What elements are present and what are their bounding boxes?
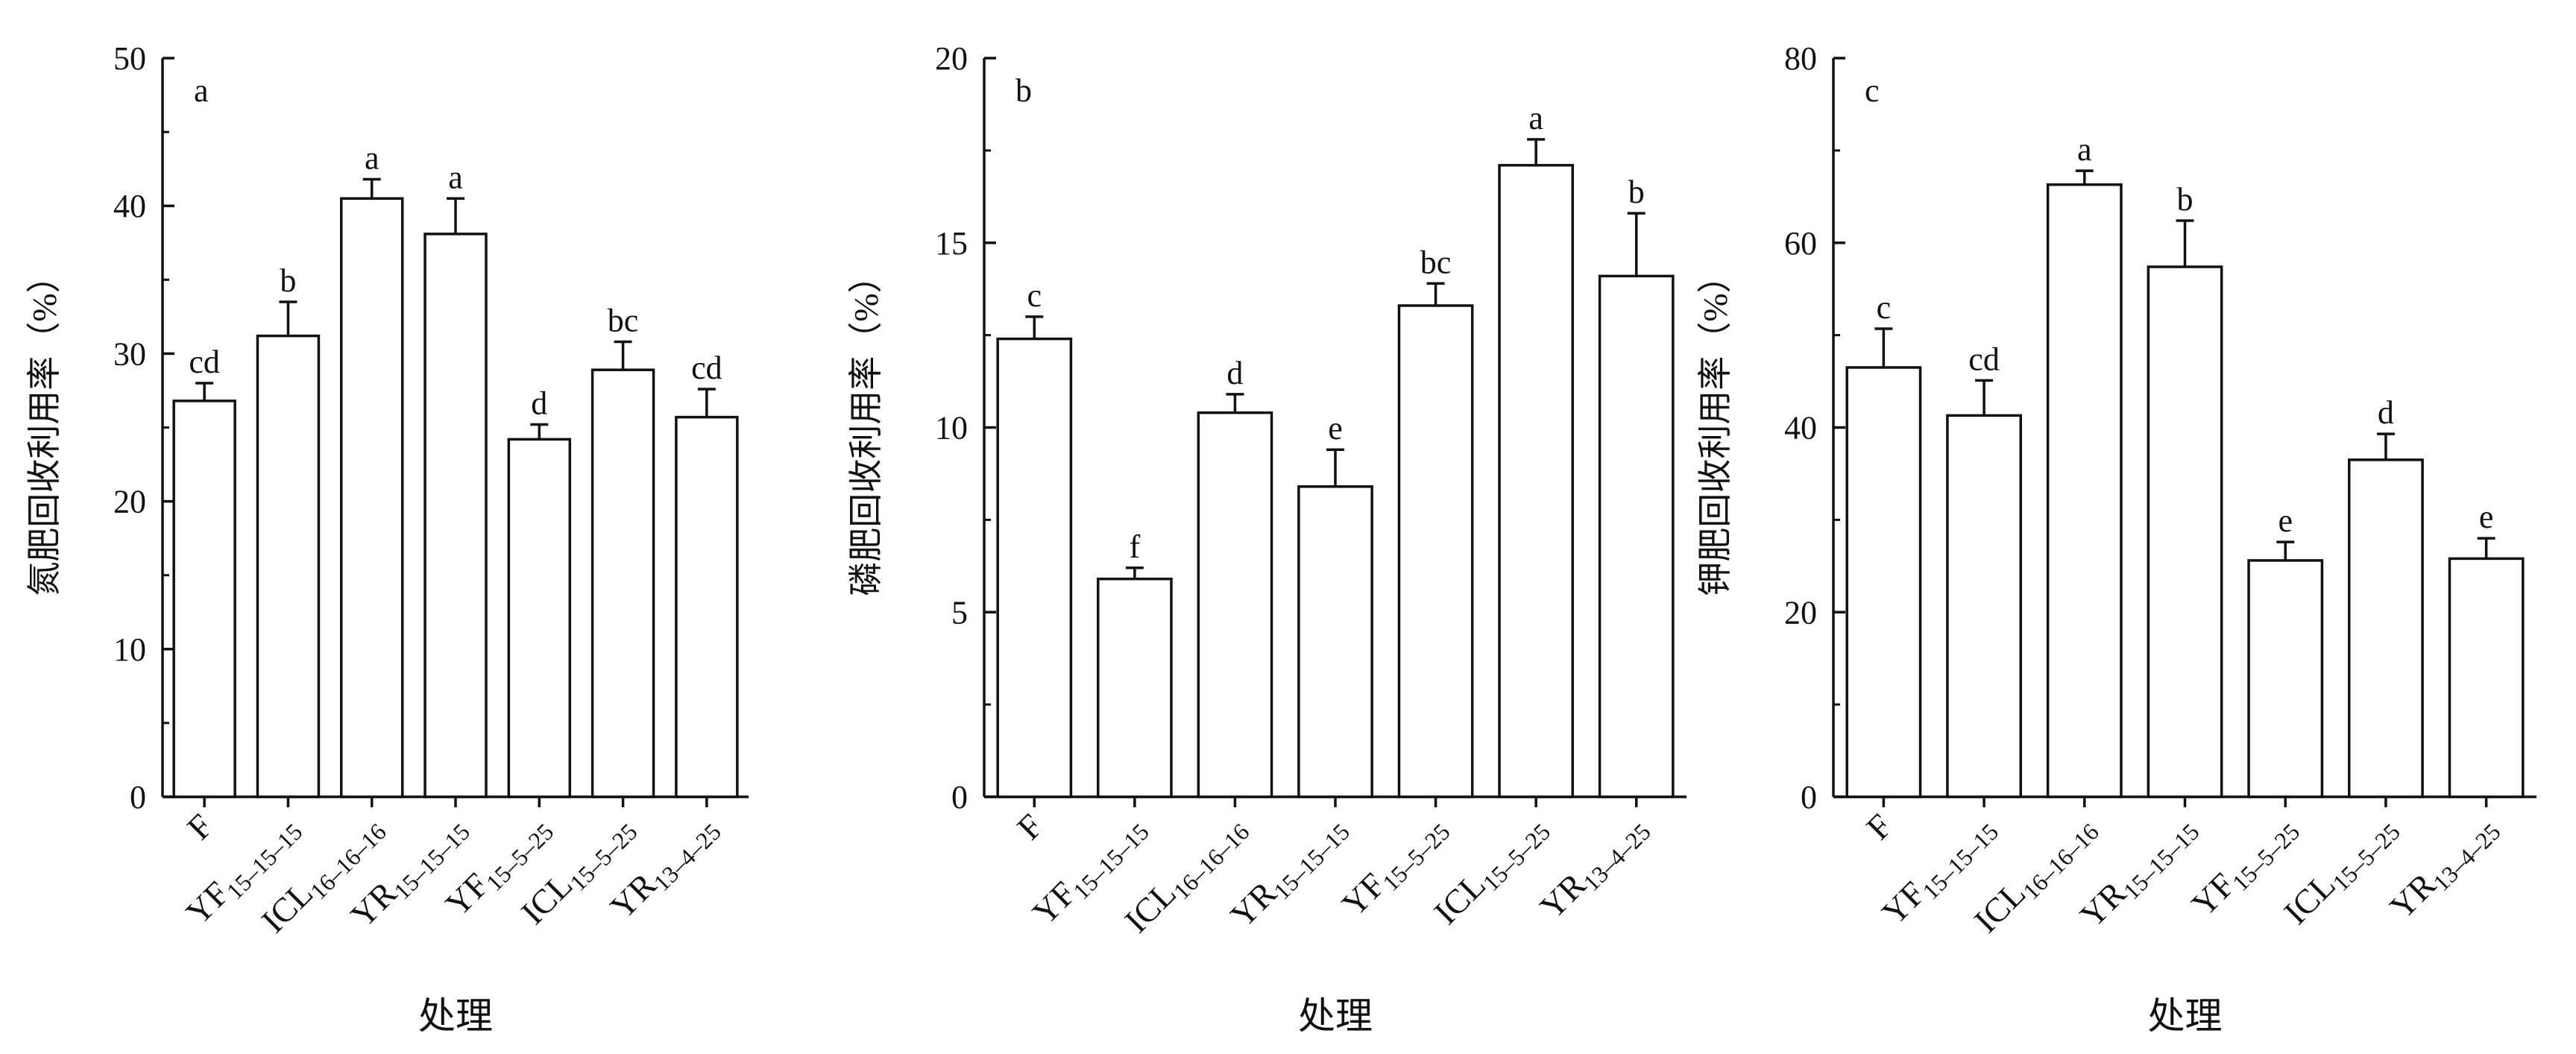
y-tick-label: 40	[1784, 410, 1817, 446]
bar	[591, 368, 655, 798]
bar	[256, 334, 321, 798]
significance-label: b	[1628, 174, 1645, 210]
bar	[2147, 265, 2223, 798]
bar	[2046, 183, 2123, 798]
significance-label: bc	[1420, 244, 1452, 280]
x-tick-label: YR13–4–25	[1532, 807, 1655, 930]
bar	[1598, 274, 1675, 798]
bar	[675, 415, 739, 798]
bar	[507, 438, 572, 798]
significance-label: c	[1877, 289, 1892, 326]
y-tick-label: 30	[113, 335, 146, 372]
bar	[1397, 304, 1474, 798]
x-tick-label: F	[180, 807, 220, 847]
bar	[423, 233, 488, 798]
significance-label: e	[1328, 410, 1343, 446]
y-tick-label: 5	[951, 594, 968, 631]
significance-label: d	[1226, 355, 1243, 391]
bar	[1498, 163, 1575, 798]
y-tick-label: 0	[1801, 779, 1817, 815]
y-tick-label: 20	[1784, 594, 1817, 631]
panel-label: b	[1015, 72, 1032, 109]
y-axis-title: 氮肥回收利用率（%）	[25, 259, 63, 596]
significance-label: cd	[691, 350, 722, 386]
x-tick-label: F	[1859, 807, 1899, 847]
x-axis-title: 处理	[1298, 995, 1373, 1037]
x-tick-label: YR13–4–25	[2382, 807, 2505, 930]
x-tick-label: YR15–15–15	[343, 807, 475, 938]
y-tick-label: 0	[951, 779, 968, 815]
significance-label: c	[1027, 277, 1042, 314]
significance-label: cd	[1968, 341, 2000, 377]
bar	[2348, 458, 2424, 798]
bar	[996, 337, 1073, 798]
y-tick-label: 80	[1784, 40, 1817, 77]
significance-label: b	[2177, 181, 2194, 218]
significance-label: d	[531, 385, 547, 422]
significance-label: a	[448, 159, 463, 195]
significance-label: f	[1130, 528, 1141, 565]
x-axis-title: 处理	[2148, 995, 2223, 1037]
panel-label: a	[194, 72, 209, 109]
bar	[172, 400, 236, 798]
y-tick-label: 10	[113, 631, 146, 668]
significance-label: e	[2479, 499, 2494, 535]
significance-label: e	[2278, 502, 2293, 539]
y-tick-label: 20	[113, 484, 146, 520]
x-tick-label: F	[1010, 807, 1050, 847]
significance-label: a	[2077, 131, 2092, 168]
bar	[1297, 485, 1373, 798]
y-tick-label: 60	[1784, 225, 1817, 262]
significance-label: d	[2378, 394, 2394, 431]
significance-label: cd	[189, 344, 220, 380]
y-tick-label: 50	[113, 40, 146, 77]
bar	[2247, 559, 2324, 798]
y-tick-label: 10	[935, 410, 968, 446]
bar	[1096, 577, 1173, 798]
x-tick-label: ICL15–5–25	[2276, 807, 2405, 935]
bar	[339, 197, 404, 798]
significance-label: bc	[608, 303, 639, 339]
bar	[1845, 366, 1922, 798]
significance-label: b	[280, 262, 296, 299]
significance-label: a	[365, 140, 380, 177]
x-axis-title: 处理	[418, 995, 493, 1037]
panel-label: c	[1865, 72, 1880, 109]
y-tick-label: 0	[130, 779, 146, 815]
y-tick-label: 40	[113, 188, 146, 224]
y-axis-title: 钾肥回收利用率（%）	[1696, 259, 1734, 596]
bar	[2448, 557, 2525, 798]
x-tick-label: ICL15–5–25	[1427, 807, 1556, 935]
bar	[1197, 411, 1273, 798]
significance-label: a	[1528, 100, 1543, 136]
y-tick-label: 20	[935, 40, 968, 77]
bar	[1946, 414, 2022, 798]
y-axis-title: 磷肥回收利用率（%）	[847, 259, 885, 596]
y-tick-label: 15	[935, 225, 968, 262]
